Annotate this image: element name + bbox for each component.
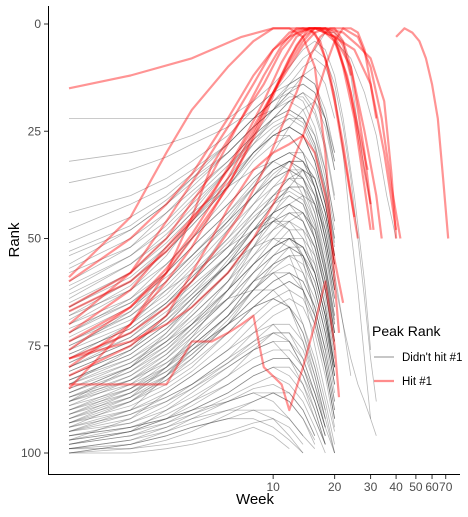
no-hit-line-48: [69, 307, 335, 444]
y-axis-ticks: 0 25 50 75 100: [21, 17, 48, 460]
x-tick-label-6: 70: [439, 480, 453, 494]
x-axis-title: Week: [236, 491, 275, 508]
y-axis-title: Rank: [6, 222, 23, 258]
y-tick-label-1: 25: [28, 124, 42, 138]
no-hit-line-36: [69, 67, 335, 119]
non-number-one-lines: [69, 33, 396, 453]
legend-title: Peak Rank: [372, 323, 441, 339]
legend: Peak Rank Didn't hit #1 Hit #1: [372, 323, 462, 388]
y-tick-label-0: 0: [34, 17, 41, 31]
legend-label-didnt-hit: Didn't hit #1: [402, 352, 462, 364]
y-tick-label-2: 50: [28, 232, 42, 246]
no-hit-line-99: [69, 204, 335, 358]
hit-line-12: [396, 28, 448, 238]
y-tick-label-4: 100: [21, 446, 41, 460]
x-tick-label-3: 40: [389, 480, 403, 494]
x-tick-label-4: 50: [409, 480, 423, 494]
hit-line-14: [69, 28, 351, 341]
x-tick-label-1: 20: [328, 480, 342, 494]
y-tick-label-3: 75: [28, 339, 42, 353]
x-tick-label-2: 30: [364, 480, 378, 494]
no-hit-line-90: [69, 376, 325, 453]
x-axis-ticks: 10 20 30 40 50 60 70: [266, 475, 452, 494]
no-hit-line-51: [69, 118, 335, 290]
x-tick-label-5: 60: [425, 480, 439, 494]
legend-label-hit: Hit #1: [402, 376, 432, 388]
